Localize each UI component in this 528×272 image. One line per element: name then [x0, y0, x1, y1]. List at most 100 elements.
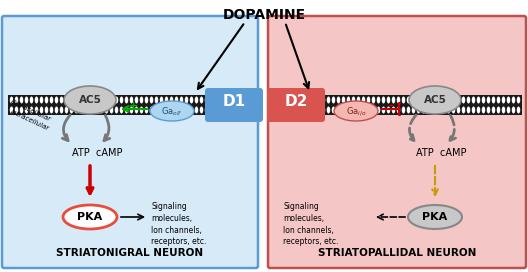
Ellipse shape [337, 97, 340, 104]
Ellipse shape [292, 107, 295, 113]
Ellipse shape [85, 107, 88, 113]
Ellipse shape [272, 97, 275, 104]
Ellipse shape [235, 97, 238, 104]
Ellipse shape [342, 97, 345, 104]
Text: AC5: AC5 [79, 95, 101, 105]
Ellipse shape [277, 107, 280, 113]
Ellipse shape [332, 107, 335, 113]
Ellipse shape [169, 97, 173, 104]
Ellipse shape [80, 97, 83, 104]
Ellipse shape [125, 97, 128, 104]
Ellipse shape [150, 107, 153, 113]
Ellipse shape [145, 97, 148, 104]
Ellipse shape [287, 107, 290, 113]
Ellipse shape [327, 107, 330, 113]
Ellipse shape [100, 97, 103, 104]
Ellipse shape [140, 107, 143, 113]
Ellipse shape [452, 97, 455, 104]
Text: -: - [389, 101, 393, 111]
Ellipse shape [185, 107, 188, 113]
Ellipse shape [155, 97, 158, 104]
Ellipse shape [110, 97, 113, 104]
Ellipse shape [327, 97, 330, 104]
Ellipse shape [254, 107, 258, 113]
Ellipse shape [437, 107, 440, 113]
Ellipse shape [105, 107, 108, 113]
Bar [8, 95, 258, 115]
Ellipse shape [367, 107, 370, 113]
Ellipse shape [150, 101, 194, 121]
Ellipse shape [432, 97, 435, 104]
Text: Ga$_{olf}$: Ga$_{olf}$ [161, 106, 183, 118]
Ellipse shape [125, 107, 128, 113]
Ellipse shape [205, 107, 208, 113]
Ellipse shape [215, 107, 218, 113]
Ellipse shape [402, 97, 406, 104]
Ellipse shape [502, 107, 505, 113]
Ellipse shape [492, 97, 495, 104]
Ellipse shape [409, 86, 461, 114]
Text: AC5: AC5 [423, 95, 447, 105]
Ellipse shape [55, 97, 58, 104]
Bar [270, 95, 522, 115]
Ellipse shape [90, 97, 93, 104]
Ellipse shape [457, 107, 460, 113]
Ellipse shape [225, 97, 228, 104]
Ellipse shape [272, 107, 275, 113]
Ellipse shape [392, 107, 395, 113]
Ellipse shape [75, 97, 78, 104]
Ellipse shape [169, 107, 173, 113]
Ellipse shape [135, 97, 138, 104]
Ellipse shape [417, 97, 420, 104]
Ellipse shape [512, 97, 515, 104]
Text: ATP  cAMP: ATP cAMP [416, 148, 467, 158]
Ellipse shape [175, 107, 178, 113]
Ellipse shape [487, 107, 491, 113]
Ellipse shape [507, 107, 510, 113]
Ellipse shape [457, 97, 460, 104]
Ellipse shape [427, 97, 430, 104]
Ellipse shape [437, 97, 440, 104]
Ellipse shape [467, 97, 470, 104]
Ellipse shape [282, 97, 285, 104]
Ellipse shape [312, 97, 315, 104]
Ellipse shape [220, 107, 223, 113]
Ellipse shape [392, 97, 395, 104]
Ellipse shape [150, 97, 153, 104]
Ellipse shape [462, 107, 465, 113]
Ellipse shape [15, 107, 18, 113]
FancyBboxPatch shape [267, 88, 325, 122]
Ellipse shape [95, 107, 98, 113]
Ellipse shape [45, 107, 48, 113]
Ellipse shape [70, 107, 73, 113]
Ellipse shape [467, 107, 470, 113]
Ellipse shape [382, 107, 385, 113]
Ellipse shape [297, 97, 300, 104]
Ellipse shape [240, 107, 243, 113]
Ellipse shape [352, 107, 355, 113]
Ellipse shape [482, 97, 485, 104]
Ellipse shape [205, 97, 208, 104]
Ellipse shape [25, 107, 29, 113]
Ellipse shape [230, 97, 233, 104]
Ellipse shape [50, 107, 53, 113]
Ellipse shape [55, 107, 58, 113]
Ellipse shape [386, 97, 390, 104]
Ellipse shape [120, 97, 123, 104]
Ellipse shape [210, 97, 213, 104]
Ellipse shape [317, 97, 320, 104]
Ellipse shape [301, 107, 305, 113]
Ellipse shape [472, 107, 475, 113]
Ellipse shape [75, 107, 78, 113]
Ellipse shape [377, 107, 380, 113]
Ellipse shape [120, 107, 123, 113]
Text: STRIATONIGRAL NEURON: STRIATONIGRAL NEURON [56, 248, 204, 258]
Ellipse shape [408, 205, 462, 229]
Ellipse shape [245, 107, 248, 113]
Ellipse shape [386, 107, 390, 113]
Ellipse shape [245, 97, 248, 104]
Ellipse shape [412, 107, 415, 113]
Ellipse shape [347, 97, 350, 104]
Ellipse shape [90, 107, 93, 113]
Ellipse shape [477, 107, 480, 113]
